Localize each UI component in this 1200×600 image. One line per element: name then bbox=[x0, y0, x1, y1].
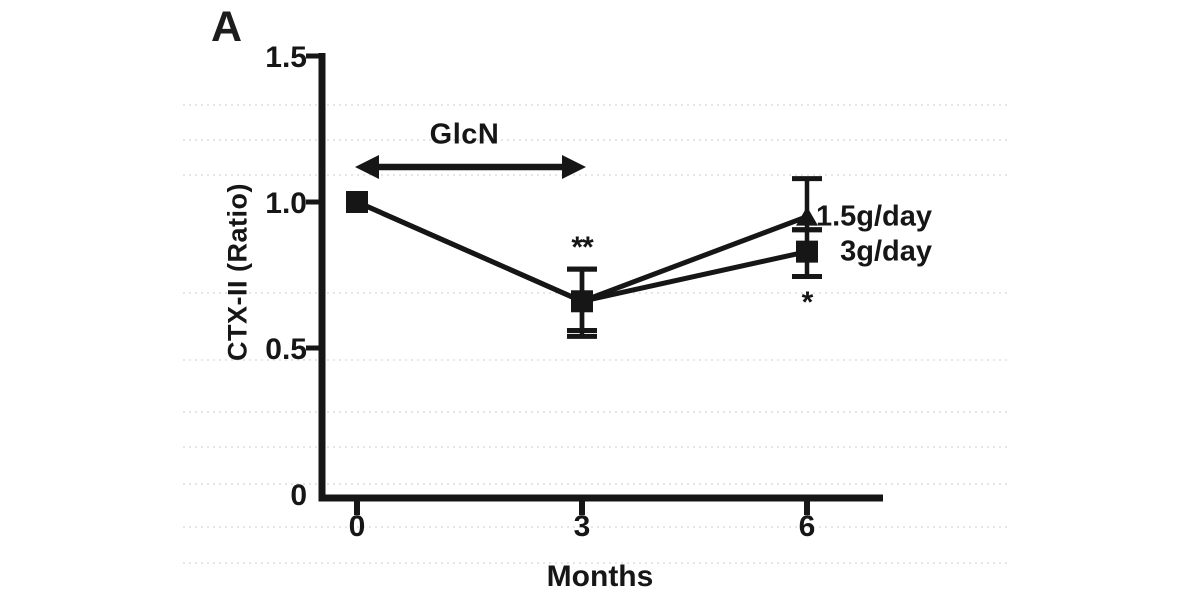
x-tick-label: 0 bbox=[348, 510, 366, 543]
series-label-1-5g-day: 1.5g/day bbox=[815, 200, 932, 233]
x-axis-title: Months bbox=[546, 560, 654, 593]
square-marker bbox=[796, 240, 818, 263]
y-tick-label: 1.0 bbox=[265, 187, 307, 220]
arrow-right-head-icon bbox=[562, 154, 586, 179]
y-tick-label: 0 bbox=[290, 479, 307, 512]
significance-marker-month3: ** bbox=[571, 230, 593, 264]
x-tick-label: 6 bbox=[798, 510, 816, 543]
significance-marker-month6: * bbox=[801, 286, 814, 320]
square-marker bbox=[571, 290, 593, 313]
x-tick-label: 3 bbox=[573, 510, 591, 543]
y-tick-label: 1.5 bbox=[265, 41, 307, 74]
triangle-marker bbox=[796, 206, 818, 226]
y-axis-title: CTX-II (Ratio) bbox=[222, 183, 253, 361]
treatment-arrow-label: GlcN bbox=[429, 118, 500, 151]
panel-label: A bbox=[211, 3, 243, 51]
y-tick-label: 0.5 bbox=[265, 333, 307, 366]
arrow-left-head-icon bbox=[355, 154, 379, 179]
series-label-3g-day: 3g/day bbox=[840, 235, 932, 268]
square-marker bbox=[346, 191, 368, 213]
